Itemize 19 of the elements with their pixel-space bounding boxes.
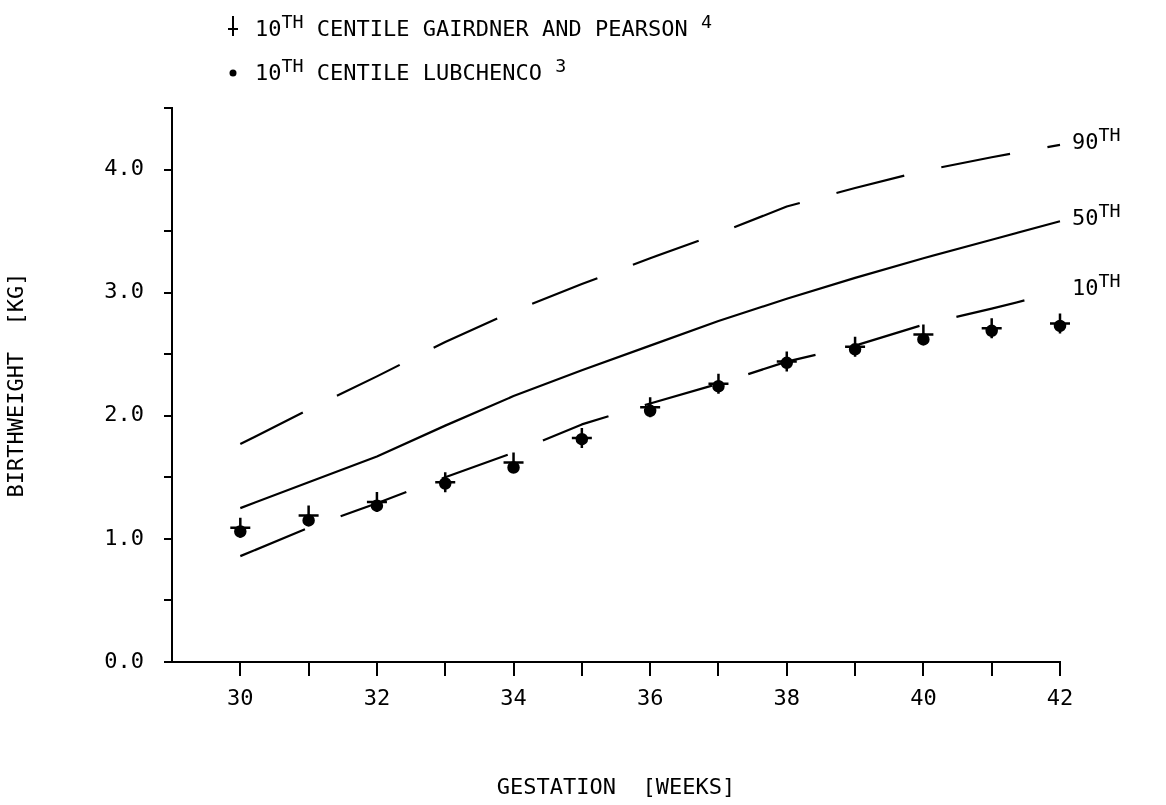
y-axis-title: BIRTHWEIGHT [KG] [2, 272, 28, 498]
y-tick-label: 1.0 [104, 524, 144, 550]
legend-label: 10$^{TH}$ CENTILE GAIRDNER AND PEARSON $^{4}$ [255, 10, 712, 42]
y-tick-label: 2.0 [104, 401, 144, 427]
series-label: 50$^{TH}$ [1072, 200, 1121, 231]
series-label: 10$^{TH}$ [1072, 270, 1121, 301]
x-axis-title: GESTATION [WEEKS] [496, 773, 736, 799]
y-tick-label: 0.0 [104, 647, 144, 673]
x-tick-label: 34 [500, 684, 527, 710]
x-tick-label: 38 [773, 684, 801, 710]
x-tick-label: 40 [910, 684, 937, 710]
x-tick-label: 30 [227, 684, 254, 710]
x-tick-label: 32 [363, 684, 391, 710]
legend-label: 10$^{TH}$ CENTILE LUBCHENCO $^{3}$ [255, 54, 567, 86]
x-tick-label: 36 [636, 684, 664, 710]
y-tick-label: 4.0 [104, 155, 144, 181]
x-tick-label: 42 [1046, 684, 1074, 710]
series-label: 90$^{TH}$ [1072, 123, 1121, 155]
y-tick-label: 3.0 [104, 278, 144, 304]
